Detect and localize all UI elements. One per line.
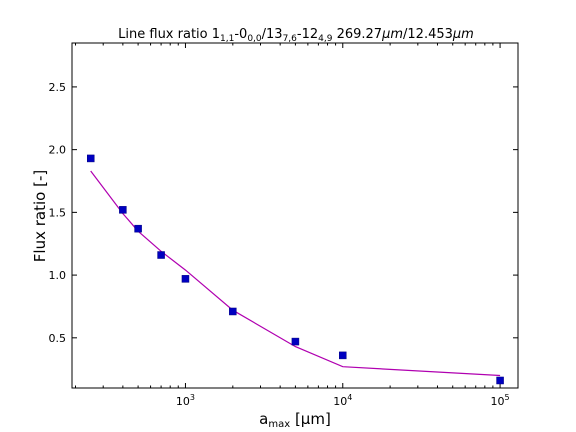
- x-axis: 103 104 105: [75, 43, 510, 408]
- data-point: [119, 206, 127, 214]
- data-point: [134, 224, 142, 233]
- y-tick-label: 2.5: [49, 81, 67, 94]
- data-point: [339, 351, 347, 360]
- x-tick-label: 105: [491, 393, 510, 408]
- y-tick-label: 1.5: [49, 206, 67, 219]
- y-tick-label: 1.0: [49, 269, 67, 282]
- data-point: [229, 307, 237, 316]
- y-tick-label: 2.0: [49, 144, 67, 157]
- chart-title: Line flux ratio 11,1-00,0/137,6-124,9 26…: [118, 27, 474, 44]
- plot-frame: [71, 42, 519, 389]
- data-point: [157, 251, 165, 259]
- data-point: [86, 154, 95, 163]
- data-point: [496, 376, 504, 385]
- data-point: [291, 337, 300, 346]
- x-tick-label: 104: [333, 393, 352, 408]
- x-tick-label: 103: [176, 393, 195, 408]
- y-axis: 0.5 1.0 1.5 2.0 2.5: [49, 81, 518, 345]
- y-axis-label: Flux ratio [-]: [31, 170, 49, 262]
- observed-series-points: [86, 154, 504, 385]
- x-axis-label: amax [μm]: [259, 410, 331, 430]
- data-point: [181, 275, 190, 283]
- y-tick-label: 0.5: [49, 332, 67, 345]
- model-series-line: [90, 170, 501, 377]
